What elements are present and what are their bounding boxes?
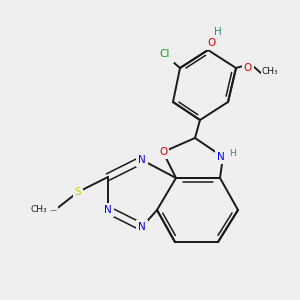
Text: O: O [208, 36, 216, 46]
Text: O: O [208, 38, 216, 48]
Text: N: N [138, 155, 146, 165]
Text: N: N [217, 152, 225, 162]
Text: CH₃: CH₃ [262, 68, 279, 76]
Text: O: O [244, 63, 252, 73]
Text: N: N [138, 222, 146, 232]
Text: H: H [229, 148, 236, 158]
Text: O: O [159, 147, 167, 157]
Text: Cl: Cl [162, 51, 172, 61]
Text: N: N [104, 205, 112, 215]
Text: H: H [212, 27, 220, 37]
Text: Cl: Cl [160, 49, 170, 59]
Text: H: H [214, 27, 222, 37]
Text: —: — [50, 207, 56, 213]
Text: CH₃: CH₃ [30, 206, 47, 214]
Text: S: S [75, 187, 81, 197]
Text: O: O [244, 61, 252, 71]
